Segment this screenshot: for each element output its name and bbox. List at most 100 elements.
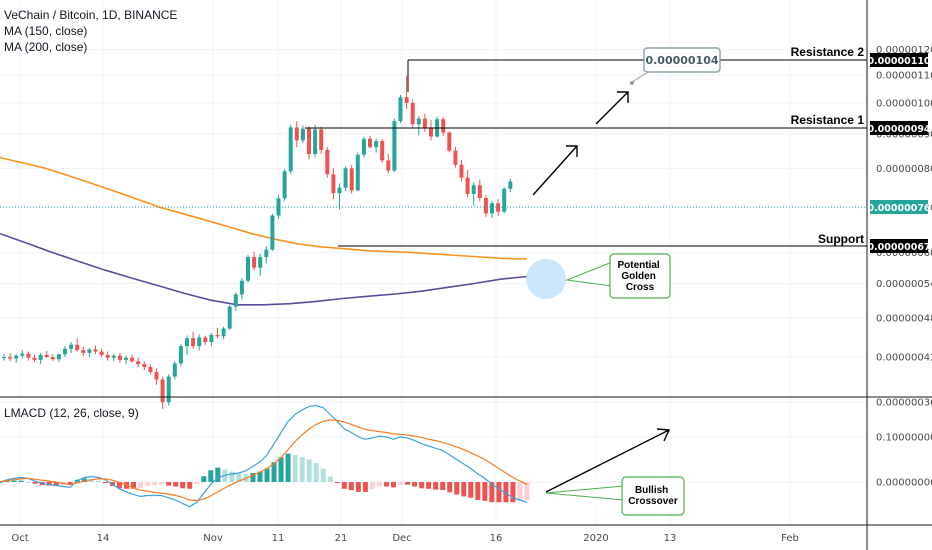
candle-body xyxy=(483,197,488,214)
support-price-badge: 0.00000067 xyxy=(867,239,931,253)
macd-tick-label: 0.10000000 xyxy=(876,433,932,444)
candle-body xyxy=(276,198,281,216)
candle-body xyxy=(56,354,61,360)
candle-body xyxy=(471,185,476,194)
histogram-bar xyxy=(32,482,38,484)
histogram-bar xyxy=(4,481,10,483)
candle-body xyxy=(374,141,379,148)
price-tick-label: 0.00000080 xyxy=(876,164,932,175)
signal-series-line xyxy=(0,419,528,502)
candle-body xyxy=(490,203,494,214)
histogram-bar xyxy=(81,478,87,482)
time-axis[interactable]: Oct 14 Nov 11 21 Dec 16 2020 13 Feb xyxy=(11,533,799,544)
candle-body xyxy=(191,338,196,347)
time-tick-label: 14 xyxy=(97,533,110,544)
histogram-bar xyxy=(278,457,284,482)
candle-body xyxy=(87,349,92,353)
histogram-bar xyxy=(292,455,298,482)
histogram-bar xyxy=(390,482,396,488)
histogram-bar xyxy=(503,482,509,503)
candle-body xyxy=(368,138,372,148)
svg-text:0.00000076: 0.00000076 xyxy=(867,203,930,214)
histogram-bar xyxy=(166,482,172,486)
candle-body xyxy=(142,364,147,367)
svg-text:0.00000110: 0.00000110 xyxy=(867,56,930,67)
candle-body xyxy=(343,168,348,188)
candle-body xyxy=(38,354,43,360)
candle-body xyxy=(319,129,324,150)
histogram-bar xyxy=(517,482,523,501)
candle-body xyxy=(294,127,299,141)
candle-body xyxy=(233,294,238,307)
candle-body xyxy=(331,174,336,194)
resistance1-label: Resistance 1 xyxy=(791,113,865,127)
histogram-bar xyxy=(271,462,277,482)
candle-body xyxy=(392,121,397,171)
candle-body xyxy=(2,357,6,359)
time-tick-label: 2020 xyxy=(583,533,608,544)
candle-body xyxy=(313,129,318,155)
candle-body xyxy=(63,348,67,355)
histogram-bar xyxy=(250,473,256,482)
histogram-bar xyxy=(426,482,432,489)
bullish-crossover-label-1: Bullish xyxy=(635,485,668,496)
histogram-bar xyxy=(264,468,270,482)
macd-series-line xyxy=(0,404,528,508)
histogram-bar xyxy=(419,482,425,489)
histogram-bar xyxy=(313,463,319,482)
histogram-bar xyxy=(159,482,165,485)
candles-group xyxy=(2,75,513,409)
time-tick-label: Oct xyxy=(11,533,28,544)
resistance1-price-badge: 0.00000094 xyxy=(867,121,931,135)
golden-cross-label-1: Potential xyxy=(617,260,659,271)
candle-body xyxy=(307,128,311,155)
candle-body xyxy=(166,376,171,403)
golden-cross-callout: Potential Golden Cross xyxy=(565,253,671,299)
candle-body xyxy=(447,132,452,151)
histogram-bar xyxy=(447,482,453,493)
histogram-bar xyxy=(215,467,221,482)
price-tick-label: 0.00000100 xyxy=(876,99,932,110)
histogram-bar xyxy=(362,482,368,492)
histogram-bar xyxy=(412,482,418,487)
bullish-crossover-callout: Bullish Crossover xyxy=(545,476,685,516)
histogram-bar xyxy=(0,482,3,483)
candle-body xyxy=(477,185,482,198)
price-tick-label: 0.00000042 xyxy=(876,353,932,364)
histogram-bar xyxy=(496,482,502,503)
resistance2-price-badge: 0.00000110 xyxy=(867,53,931,67)
candle-body xyxy=(44,354,49,358)
histogram-bar xyxy=(383,482,389,487)
histogram-bar xyxy=(229,471,235,482)
histogram-bar xyxy=(327,476,333,482)
time-tick-label: Nov xyxy=(203,533,223,544)
histogram-bar xyxy=(475,482,481,500)
histogram-bar xyxy=(201,476,207,482)
candle-body xyxy=(203,337,208,343)
histogram-bar xyxy=(376,482,382,487)
time-tick-label: 13 xyxy=(664,533,677,544)
arrow-up-3 xyxy=(545,428,671,493)
price-axis[interactable]: 0.000001200.000001100.000001000.00000090… xyxy=(876,45,932,488)
ma150-series-line xyxy=(0,156,528,260)
grid xyxy=(0,0,867,525)
histogram-bar xyxy=(341,482,347,489)
ma200-series-line xyxy=(0,232,528,306)
candle-body xyxy=(124,357,128,360)
time-tick-label: Dec xyxy=(392,533,411,544)
histogram-bar xyxy=(334,482,340,483)
histogram-bar xyxy=(257,471,263,482)
candle-body xyxy=(221,328,226,337)
histogram-bar xyxy=(355,482,361,492)
histogram-bar xyxy=(440,482,446,491)
candle-body xyxy=(300,128,305,141)
candle-body xyxy=(416,118,421,125)
candle-body xyxy=(410,103,415,125)
candle-body xyxy=(508,181,513,189)
candle-body xyxy=(258,257,263,268)
support-label: Support xyxy=(818,232,864,246)
candle-body xyxy=(380,141,385,161)
price-tick-label: 0.00000054 xyxy=(876,279,932,290)
candle-body xyxy=(81,350,86,353)
